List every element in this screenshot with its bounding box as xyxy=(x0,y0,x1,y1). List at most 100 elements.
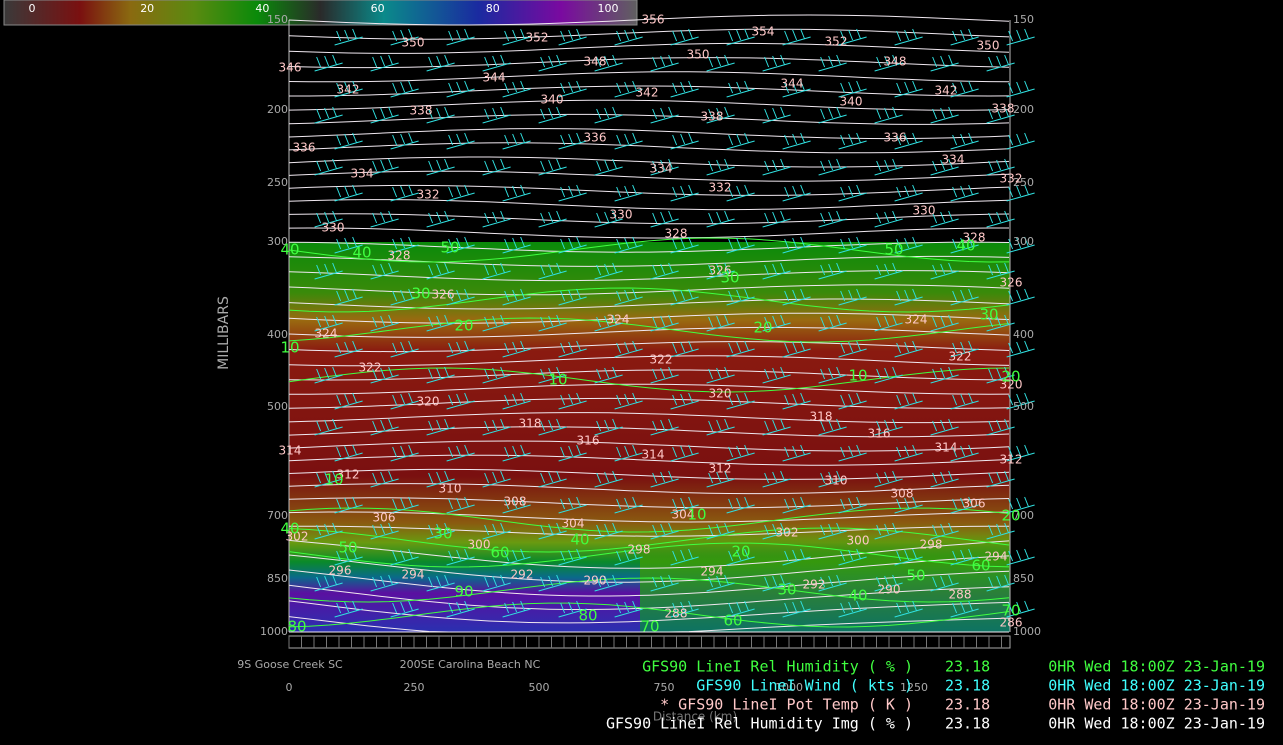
wind-barb xyxy=(426,106,455,124)
wind-barb xyxy=(894,340,923,358)
rh-label: 10 xyxy=(324,471,343,489)
pot-temp-label: 322 xyxy=(359,361,382,375)
wind-barb xyxy=(818,106,847,124)
wind-barb xyxy=(986,54,1015,72)
wind-barb xyxy=(874,314,903,332)
wind-barb xyxy=(726,28,755,46)
rh-label: 40 xyxy=(956,237,975,255)
wind-barb xyxy=(314,418,343,436)
wind-barb xyxy=(390,496,419,514)
wind-barb xyxy=(818,158,847,176)
isentrope xyxy=(288,184,1010,196)
wind-barb xyxy=(650,106,679,124)
wind-barb xyxy=(390,28,419,46)
isentrope xyxy=(288,14,1010,26)
wind-barb xyxy=(762,522,791,540)
wind-barb xyxy=(538,158,567,176)
wind-barb xyxy=(894,184,923,202)
wind-barb xyxy=(1006,392,1035,410)
wind-barb xyxy=(1006,288,1035,306)
wind-barb xyxy=(594,210,623,228)
wind-barb xyxy=(614,28,643,46)
wind-barb xyxy=(950,548,979,566)
wind-barb xyxy=(782,184,811,202)
wind-barb xyxy=(334,236,363,254)
wind-barb xyxy=(334,600,363,618)
pot-temp-label: 354 xyxy=(752,25,775,39)
wind-barb xyxy=(670,496,699,514)
y-tick-label: 400 xyxy=(267,328,288,341)
wind-barb xyxy=(930,470,959,488)
wind-barb xyxy=(426,418,455,436)
wind-barb xyxy=(762,262,791,280)
wind-barb xyxy=(446,28,475,46)
wind-barb xyxy=(614,184,643,202)
isentrope xyxy=(288,156,1010,168)
wind-barb xyxy=(930,366,959,384)
wind-barb xyxy=(446,444,475,462)
isentrope xyxy=(288,525,1009,537)
wind-barb xyxy=(314,574,343,592)
wind-barb xyxy=(986,314,1015,332)
pot-temp-label: 288 xyxy=(949,588,972,602)
wind-barb xyxy=(726,340,755,358)
pot-temp-label: 326 xyxy=(1000,276,1023,290)
wind-barb xyxy=(558,184,587,202)
colorbar xyxy=(3,0,638,26)
wind-barb xyxy=(950,496,979,514)
wind-barb xyxy=(334,28,363,46)
wind-barb xyxy=(594,418,623,436)
wind-barb xyxy=(874,54,903,72)
wind-barb xyxy=(370,106,399,124)
rh-label: 40 xyxy=(570,531,589,549)
wind-barb xyxy=(782,132,811,150)
wind-barb xyxy=(762,158,791,176)
wind-barb xyxy=(1006,340,1035,358)
isentrope xyxy=(289,85,1010,97)
wind-barb xyxy=(558,496,587,514)
wind-barb xyxy=(894,132,923,150)
isentrope xyxy=(288,57,1010,69)
wind-barb xyxy=(762,574,791,592)
wind-barb xyxy=(390,392,419,410)
wind-barb xyxy=(930,314,959,332)
wind-barb xyxy=(894,600,923,618)
isentrope xyxy=(288,213,1010,225)
wind-barb xyxy=(782,28,811,46)
wind-barb xyxy=(390,600,419,618)
wind-barb xyxy=(838,28,867,46)
legend-time: 0HR Wed 18:00Z 23-Jan-19 xyxy=(1048,696,1265,714)
wind-barb xyxy=(894,80,923,98)
wind-barb xyxy=(538,262,567,280)
x-tick-label: 500 xyxy=(529,681,550,694)
wind-barb xyxy=(950,444,979,462)
rh-label: 20 xyxy=(1001,368,1020,386)
wind-barb xyxy=(650,470,679,488)
wind-barb xyxy=(594,106,623,124)
legend-value: 23.18 xyxy=(945,658,990,676)
wind-barb xyxy=(782,444,811,462)
pot-temp-label: 332 xyxy=(417,188,440,202)
wind-barb xyxy=(706,314,735,332)
pot-temp-label: 334 xyxy=(942,153,965,167)
wind-barb xyxy=(930,574,959,592)
wind-barb xyxy=(314,210,343,228)
rh-label: 50 xyxy=(338,539,357,557)
wind-barb xyxy=(950,392,979,410)
isentrope xyxy=(288,483,1010,495)
wind-barb xyxy=(986,574,1015,592)
wind-barb xyxy=(1006,236,1035,254)
wind-barb xyxy=(594,158,623,176)
pot-temp-label: 310 xyxy=(439,482,462,496)
wind-barb xyxy=(726,236,755,254)
pot-temp-label: 316 xyxy=(577,434,600,448)
wind-barb xyxy=(650,158,679,176)
legend-time: 0HR Wed 18:00Z 23-Jan-19 xyxy=(1048,715,1265,733)
wind-barb xyxy=(482,418,511,436)
legend-name: GFS90 LineI Rel Humidity ( % ) xyxy=(642,658,913,676)
rh-label: 80 xyxy=(287,618,306,636)
wind-barb xyxy=(950,184,979,202)
wind-barb xyxy=(502,496,531,514)
pot-temp-label: 288 xyxy=(665,607,688,621)
legend-value: 23.18 xyxy=(945,715,990,733)
